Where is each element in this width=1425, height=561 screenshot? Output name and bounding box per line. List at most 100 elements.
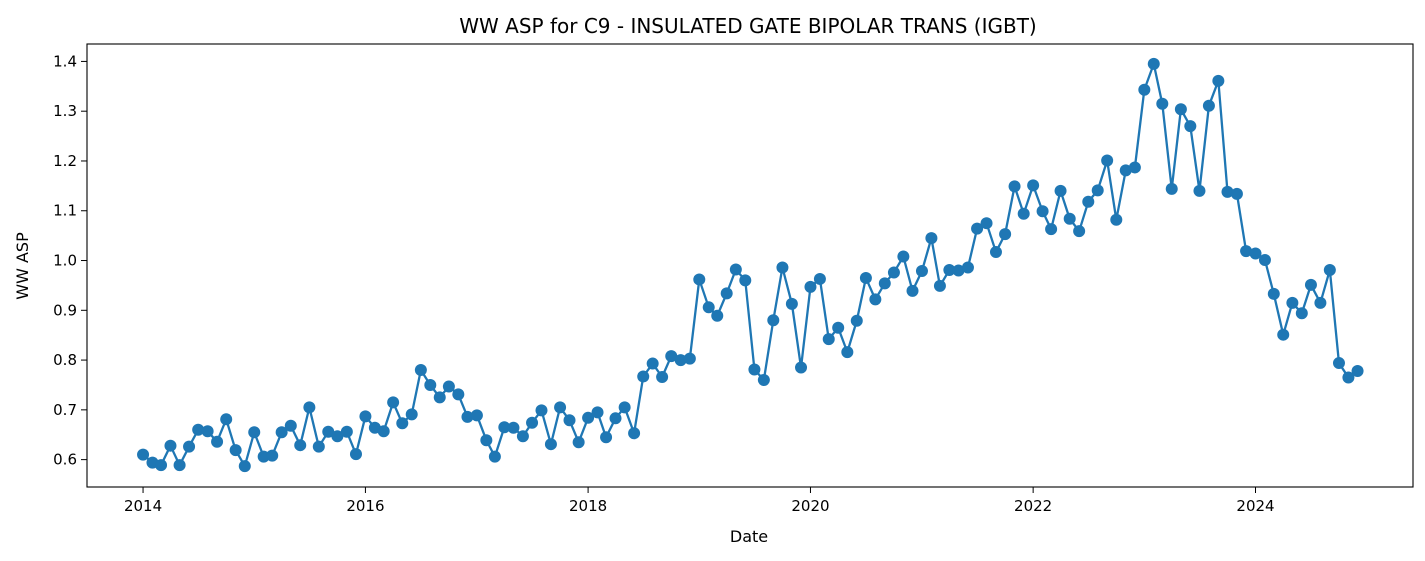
data-point	[785, 297, 798, 310]
data-point	[1249, 247, 1262, 260]
data-point	[618, 401, 631, 414]
data-point	[470, 409, 483, 422]
data-point	[795, 361, 808, 374]
data-point	[461, 410, 474, 423]
data-point	[776, 261, 789, 274]
data-point	[1221, 185, 1234, 198]
data-point	[303, 401, 316, 414]
data-point	[442, 380, 455, 393]
data-point	[600, 431, 613, 444]
data-point	[535, 404, 548, 417]
data-point	[554, 401, 567, 414]
data-point	[211, 435, 224, 448]
data-point	[915, 264, 928, 277]
data-point	[201, 425, 214, 438]
data-point	[1314, 296, 1327, 309]
data-point	[1295, 307, 1308, 320]
data-point	[850, 314, 863, 327]
data-point	[1008, 180, 1021, 193]
data-point	[1073, 225, 1086, 238]
y-tick-label: 0.9	[53, 301, 77, 319]
data-point	[1342, 371, 1355, 384]
data-point	[1286, 296, 1299, 309]
data-point	[173, 459, 186, 472]
data-point	[238, 460, 251, 473]
data-point	[729, 263, 742, 276]
data-point	[971, 222, 984, 235]
data-point	[1193, 184, 1206, 197]
data-point	[720, 287, 733, 300]
data-point	[646, 357, 659, 370]
data-point	[248, 426, 261, 439]
data-point	[1202, 99, 1215, 112]
data-point	[591, 406, 604, 419]
data-point	[748, 363, 761, 376]
x-tick-label: 2018	[569, 497, 607, 515]
data-point	[961, 261, 974, 274]
y-tick-label: 0.8	[53, 351, 77, 369]
y-tick-label: 0.7	[53, 401, 77, 419]
data-point	[804, 280, 817, 293]
data-point	[1184, 120, 1197, 133]
data-point	[665, 350, 678, 363]
plot-frame	[86, 43, 1414, 488]
y-tick-label: 1.4	[53, 52, 77, 70]
data-point	[1045, 223, 1058, 236]
data-point	[331, 430, 344, 443]
data-point	[275, 426, 288, 439]
data-point	[387, 396, 400, 409]
data-point	[1082, 195, 1095, 208]
data-point	[943, 263, 956, 276]
data-point	[1212, 74, 1225, 87]
data-point	[137, 448, 150, 461]
data-point	[582, 411, 595, 424]
data-point	[396, 417, 409, 430]
data-point	[757, 373, 770, 386]
data-point	[155, 459, 168, 472]
data-point	[1101, 154, 1114, 167]
data-point	[1063, 212, 1076, 225]
data-point	[1332, 357, 1345, 370]
y-tick-label: 1.1	[53, 202, 77, 220]
data-point	[266, 449, 279, 462]
y-tick-label: 1.3	[53, 102, 77, 120]
data-point	[220, 413, 233, 426]
data-point	[183, 440, 196, 453]
data-point	[414, 364, 427, 377]
data-point	[1304, 278, 1317, 291]
y-tick-label: 1.2	[53, 152, 77, 170]
data-point	[999, 228, 1012, 241]
data-point	[813, 272, 826, 285]
data-point	[340, 425, 353, 438]
data-point	[488, 450, 501, 463]
data-point	[1054, 184, 1067, 197]
data-point	[1027, 179, 1040, 192]
x-tick-label: 2024	[1236, 497, 1274, 515]
y-tick-label: 0.6	[53, 451, 77, 469]
data-point	[628, 427, 641, 440]
data-point	[1174, 103, 1187, 116]
data-point	[1017, 207, 1030, 220]
data-point	[1147, 57, 1160, 70]
x-axis: 2014 2016 2018 2020 2022 2024	[124, 487, 1275, 515]
data-point	[1351, 365, 1364, 378]
x-tick-label: 2022	[1014, 497, 1052, 515]
data-point	[1258, 254, 1271, 267]
data-point	[544, 438, 557, 451]
data-point	[294, 439, 307, 452]
data-point	[841, 346, 854, 359]
data-point	[859, 271, 872, 284]
data-point	[1277, 328, 1290, 341]
data-point	[377, 425, 390, 438]
data-point	[322, 425, 335, 438]
x-axis-label: Date	[730, 527, 768, 546]
data-point	[572, 436, 585, 449]
data-point	[1128, 161, 1141, 174]
data-point	[674, 354, 687, 367]
data-point	[952, 264, 965, 277]
data-point	[1165, 182, 1178, 195]
data-point	[933, 279, 946, 292]
data-point	[1036, 205, 1049, 218]
data-point	[1240, 245, 1253, 258]
